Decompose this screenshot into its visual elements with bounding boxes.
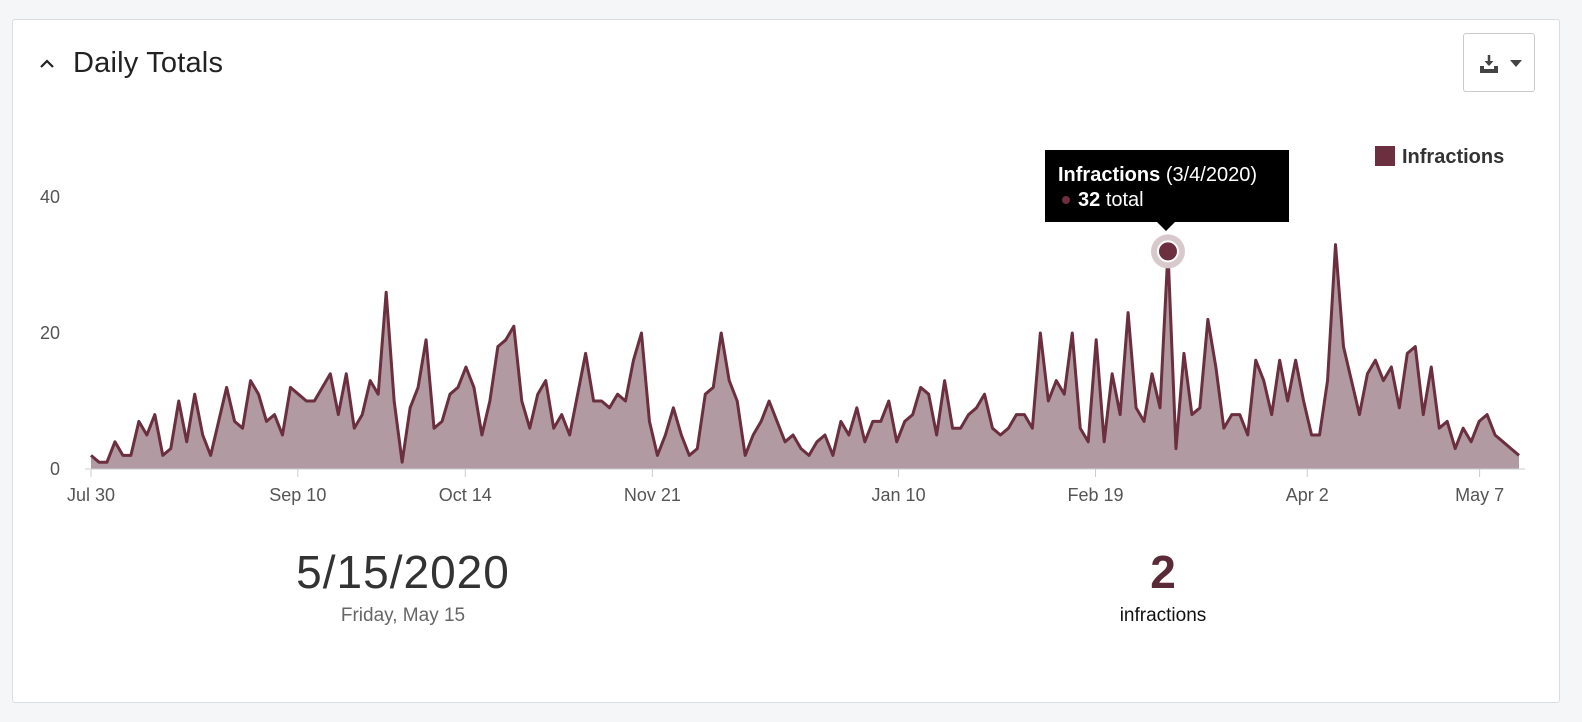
x-tick-label: Feb 19 <box>1068 485 1124 505</box>
chevron-up-icon[interactable] <box>37 54 57 74</box>
selected-weekday: Friday, May 15 <box>340 605 466 626</box>
area-chart: 0 20 40 Jul 30 Sep 10 Oct 14 Nov 21 Jan 10 Feb … <box>40 187 1525 505</box>
x-axis: Jul 30 Sep 10 Oct 14 Nov 21 Jan 10 Feb 19 Apr … <box>67 468 1525 505</box>
series-area-fill <box>91 244 1519 469</box>
x-tick-label: Jan 10 <box>872 485 926 505</box>
selected-date: 5/15/2020 <box>296 546 510 598</box>
tooltip-series: Infractions <box>1058 164 1161 186</box>
tooltip-series-dot <box>1062 195 1070 204</box>
infraction-count-summary: 2 infractions <box>1063 545 1263 627</box>
x-tick-label: Jul 30 <box>67 485 115 505</box>
x-tick-label: May 7 <box>1455 485 1504 505</box>
download-icon <box>1480 55 1498 73</box>
legend-swatch <box>1375 146 1395 166</box>
caret-down-icon <box>1510 60 1522 67</box>
highlight-point[interactable] <box>1156 240 1179 263</box>
infraction-count-label: infractions <box>1119 605 1207 626</box>
y-tick-label: 0 <box>50 459 60 479</box>
series-area <box>90 243 1520 469</box>
export-button[interactable] <box>1463 33 1535 92</box>
infraction-count: 2 <box>1150 546 1176 598</box>
chart-tooltip: Infractions (3/4/2020) 32 total <box>1045 150 1289 231</box>
y-tick-label: 40 <box>40 187 60 207</box>
y-tick-label: 20 <box>40 323 60 343</box>
tooltip-value: 32 <box>1078 189 1101 211</box>
panel-header: Daily Totals <box>13 20 1559 110</box>
selected-date-summary: 5/15/2020 Friday, May 15 <box>243 545 563 627</box>
x-tick-label: Nov 21 <box>624 485 681 505</box>
legend-label: Infractions <box>1402 146 1505 168</box>
series-line <box>90 243 1520 464</box>
tooltip-unit: total <box>1105 189 1144 211</box>
x-tick-label: Sep 10 <box>269 485 326 505</box>
daily-totals-panel: Daily Totals 0 20 40 Jul 30 Sep 10 Oct 14 Nov… <box>12 19 1560 703</box>
tooltip-date: (3/4/2020) <box>1165 164 1257 186</box>
tooltip-title: Infractions (3/4/2020) <box>1058 163 1276 188</box>
x-tick-label: Apr 2 <box>1286 485 1329 505</box>
panel-title: Daily Totals <box>73 47 224 79</box>
tooltip-value-row: 32 total <box>1058 188 1276 213</box>
highlight <box>1150 234 1185 269</box>
x-tick-label: Oct 14 <box>439 485 492 505</box>
y-axis: 0 20 40 <box>40 187 60 479</box>
